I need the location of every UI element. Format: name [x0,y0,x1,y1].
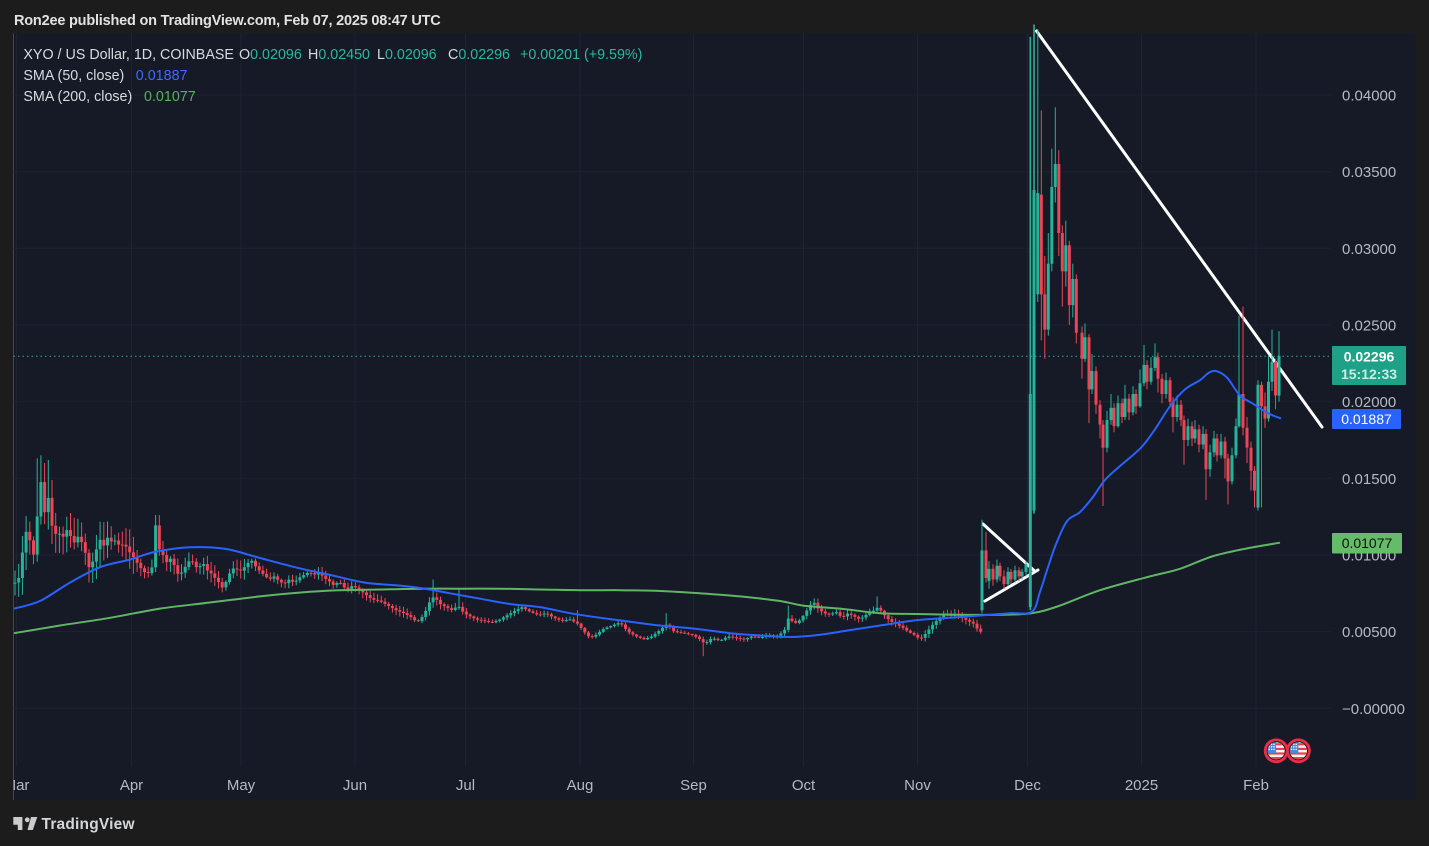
svg-text:Jul: Jul [456,777,475,794]
svg-text:0.04000: 0.04000 [1342,88,1396,105]
svg-text:0.00500: 0.00500 [1342,624,1396,641]
svg-text:−0.00000: −0.00000 [1342,701,1405,718]
svg-text:XYO / US Dollar, 1D, COINBASE: XYO / US Dollar, 1D, COINBASE [23,47,234,63]
svg-text:Feb: Feb [1243,777,1269,794]
svg-text:0.03500: 0.03500 [1342,164,1396,181]
svg-text:0.02500: 0.02500 [1342,318,1396,335]
svg-text:Jun: Jun [343,777,367,794]
svg-text:+0.00201 (+9.59%): +0.00201 (+9.59%) [520,47,642,63]
svg-text:C0.02296: C0.02296 [448,47,510,63]
svg-text:0.01500: 0.01500 [1342,471,1396,488]
svg-text:0.03000: 0.03000 [1342,241,1396,258]
svg-text:May: May [227,777,256,794]
svg-text:TradingView: TradingView [42,816,136,833]
svg-text:Dec: Dec [1014,777,1041,794]
svg-text:Oct: Oct [792,777,816,794]
svg-text:L0.02096: L0.02096 [377,47,437,63]
svg-text:SMA (200, close) 0.01077: SMA (200, close) 0.01077 [23,89,195,105]
svg-text:Aug: Aug [567,777,594,794]
svg-text:0.01887: 0.01887 [1341,411,1392,427]
svg-text:Apr: Apr [120,777,143,794]
svg-text:0.02000: 0.02000 [1342,394,1396,411]
svg-text:Nov: Nov [904,777,931,794]
svg-text:Mar: Mar [4,777,30,794]
svg-text:Sep: Sep [680,777,707,794]
svg-text:SMA (50, close) 0.01887: SMA (50, close) 0.01887 [23,68,187,84]
svg-text:0.01077: 0.01077 [1342,535,1393,551]
svg-text:0.02296: 0.02296 [1344,349,1395,365]
svg-text:15:12:33: 15:12:33 [1341,366,1397,382]
svg-text:H0.02450: H0.02450 [308,47,370,63]
svg-text:O0.02096: O0.02096 [239,47,302,63]
svg-text:Ron2ee published on TradingVie: Ron2ee published on TradingView.com, Feb… [14,13,441,29]
svg-text:2025: 2025 [1125,777,1158,794]
